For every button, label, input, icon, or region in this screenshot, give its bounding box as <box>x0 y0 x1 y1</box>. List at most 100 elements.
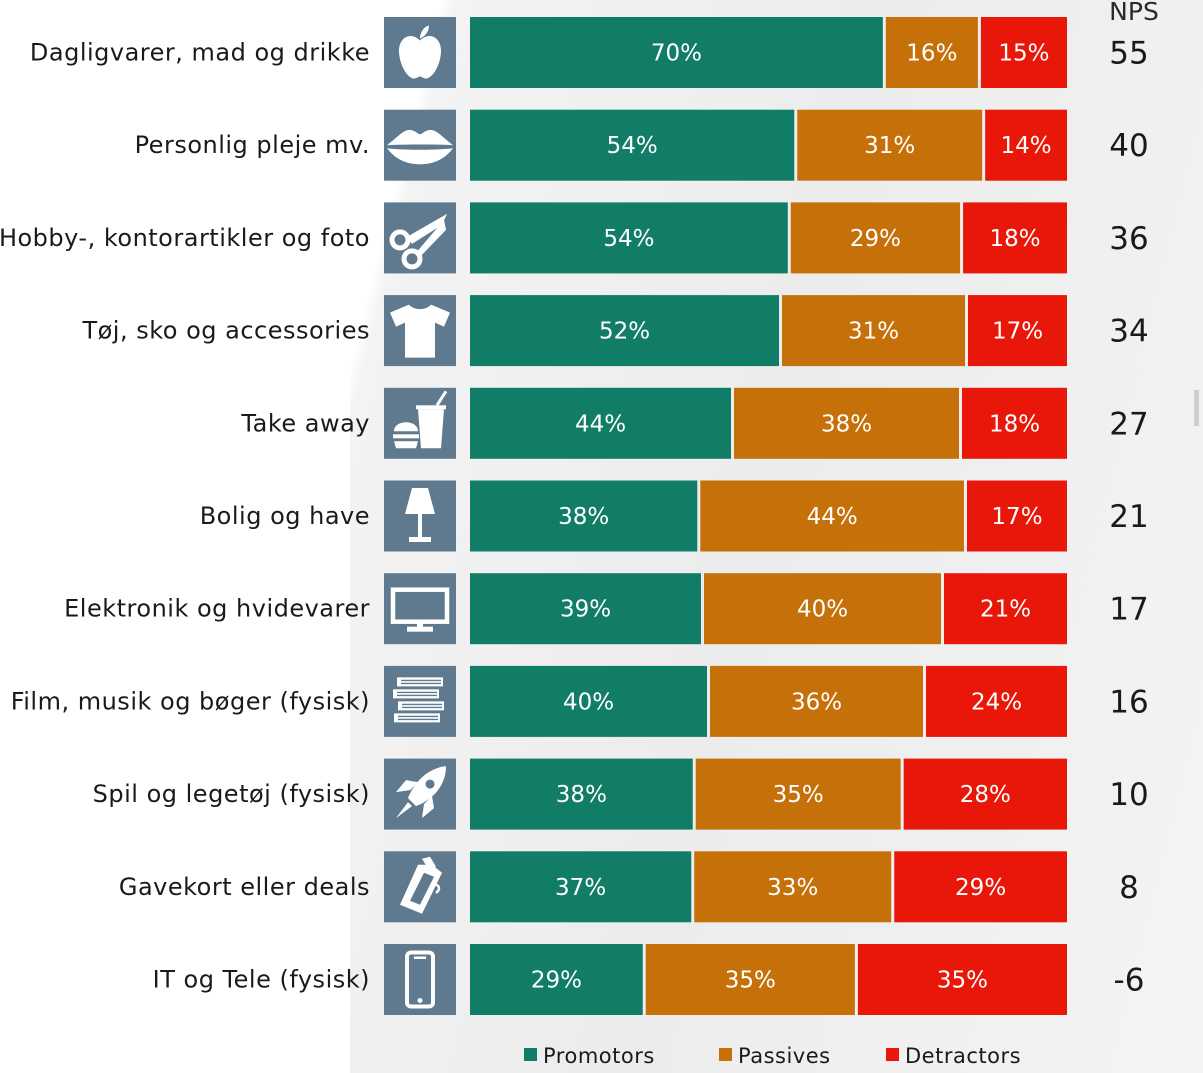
segment-value-label: 54% <box>603 226 654 252</box>
bar-segment-passives <box>700 480 964 552</box>
books-icon <box>384 665 456 737</box>
bar-segment-detractors <box>962 387 1067 459</box>
tv-icon <box>384 573 456 645</box>
bar-segment-detractors <box>926 665 1067 737</box>
segment-value-label: 35% <box>725 968 776 994</box>
segment-value-label: 21% <box>980 597 1031 623</box>
category-label: Bolig og have <box>200 502 370 530</box>
segment-value-label: 44% <box>575 411 626 437</box>
chart-row: Take away 44% 38% 18% 27 <box>240 387 1149 459</box>
chart-row: Dagligvarer, mad og drikke 70% 16% 15% 55 <box>30 17 1149 88</box>
segment-value-label: 38% <box>821 411 872 437</box>
bar-segment-passives <box>797 109 983 181</box>
chart-background-left <box>0 0 350 1073</box>
bar-segment-passives <box>695 758 901 830</box>
tshirt-icon <box>384 295 456 367</box>
category-label: Spil og legetøj (fysisk) <box>93 780 370 808</box>
rocket-icon <box>384 758 456 830</box>
bar-segment-detractors <box>903 758 1067 830</box>
legend: Promotors Passives Detractors <box>524 1044 1021 1068</box>
legend-item-detractors: Detractors <box>886 1044 1021 1068</box>
chart-row: Hobby-, kontorartikler og foto 54% 29% 18% 3… <box>0 202 1149 274</box>
bar-segment-promotors <box>470 758 693 830</box>
legend-swatch <box>719 1048 732 1061</box>
bar-segment-promotors <box>470 480 698 552</box>
legend-item-promotors: Promotors <box>524 1044 655 1068</box>
legend-label: Passives <box>738 1044 831 1068</box>
bar-segment-passives <box>790 202 961 274</box>
bar-segment-detractors <box>980 17 1067 88</box>
bar-segment-detractors <box>985 109 1067 181</box>
segment-value-label: 39% <box>560 597 611 623</box>
bar-segment-detractors <box>966 480 1067 552</box>
nps-value: 27 <box>1109 406 1148 442</box>
segment-value-label: 44% <box>807 504 858 530</box>
category-label: Gavekort eller deals <box>119 873 370 901</box>
category-label: Hobby-, kontorartikler og foto <box>0 224 370 252</box>
segment-value-label: 35% <box>773 782 824 808</box>
segment-value-label: 24% <box>971 689 1022 715</box>
lips-icon <box>384 109 456 181</box>
legend-label: Promotors <box>543 1044 655 1068</box>
chart-row: Spil og legetøj (fysisk) 38% 35% 28% 10 <box>93 758 1149 830</box>
segment-value-label: 28% <box>960 782 1011 808</box>
nps-value: 21 <box>1109 499 1148 535</box>
nps-value: 8 <box>1119 870 1139 906</box>
bar-segment-promotors <box>470 17 883 88</box>
bar-segment-detractors <box>968 295 1067 367</box>
chart-row: Personlig pleje mv. 54% 31% 14% 40 <box>135 109 1149 181</box>
scrollbar-thumb[interactable] <box>1194 390 1199 426</box>
nps-value: 55 <box>1109 36 1148 72</box>
nps-value: 17 <box>1109 592 1148 628</box>
category-label: IT og Tele (fysisk) <box>153 966 370 994</box>
bar-segment-promotors <box>470 665 707 737</box>
segment-value-label: 15% <box>998 41 1049 67</box>
segment-value-label: 36% <box>791 689 842 715</box>
category-label: Tøj, sko og accessories <box>81 317 370 345</box>
segment-value-label: 33% <box>767 875 818 901</box>
legend-swatch <box>524 1048 537 1061</box>
giftcard-icon <box>384 851 456 923</box>
segment-value-label: 16% <box>906 41 957 67</box>
category-label: Film, musik og bøger (fysisk) <box>11 687 370 715</box>
nps-value: 34 <box>1109 314 1148 350</box>
bar-segment-promotors <box>470 202 788 274</box>
bar-segment-promotors <box>470 944 643 1015</box>
chart-row: IT og Tele (fysisk) 29% 35% 35% -6 <box>153 944 1145 1015</box>
bar-segment-passives <box>734 387 959 459</box>
bar-segment-passives <box>704 573 941 645</box>
rows-layer: Dagligvarer, mad og drikke 70% 16% 15% 55 Per… <box>0 17 1149 1015</box>
segment-value-label: 29% <box>955 875 1006 901</box>
segment-value-label: 31% <box>864 133 915 159</box>
segment-value-label: 38% <box>558 504 609 530</box>
bar-segment-passives <box>694 851 892 923</box>
nps-value: -6 <box>1114 963 1145 999</box>
segment-value-label: 31% <box>848 319 899 345</box>
category-label: Elektronik og hvidevarer <box>64 595 370 623</box>
chart-row: Bolig og have 38% 44% 17% 21 <box>200 480 1149 552</box>
bar-segment-promotors <box>470 295 779 367</box>
segment-value-label: 54% <box>607 133 658 159</box>
chart-row: Elektronik og hvidevarer 39% 40% 21% 17 <box>64 573 1149 645</box>
scissors-icon <box>384 202 456 274</box>
bar-segment-detractors <box>894 851 1067 923</box>
legend-label: Detractors <box>905 1044 1021 1068</box>
bar-segment-detractors <box>963 202 1067 274</box>
nps-header: NPS <box>1109 0 1159 26</box>
bar-segment-detractors <box>857 944 1067 1015</box>
segment-value-label: 35% <box>937 968 988 994</box>
bar-segment-detractors <box>944 573 1067 645</box>
segment-value-label: 17% <box>991 504 1042 530</box>
segment-value-label: 18% <box>989 411 1040 437</box>
nps-value: 36 <box>1109 221 1148 257</box>
legend-item-passives: Passives <box>719 1044 831 1068</box>
segment-value-label: 40% <box>797 597 848 623</box>
segment-value-label: 40% <box>563 689 614 715</box>
segment-value-label: 52% <box>599 319 650 345</box>
bar-segment-passives <box>885 17 978 88</box>
nps-value: 40 <box>1109 128 1148 164</box>
segment-value-label: 37% <box>555 875 606 901</box>
apple-icon <box>384 17 456 88</box>
chart-row: Tøj, sko og accessories 52% 31% 17% 34 <box>81 295 1149 367</box>
